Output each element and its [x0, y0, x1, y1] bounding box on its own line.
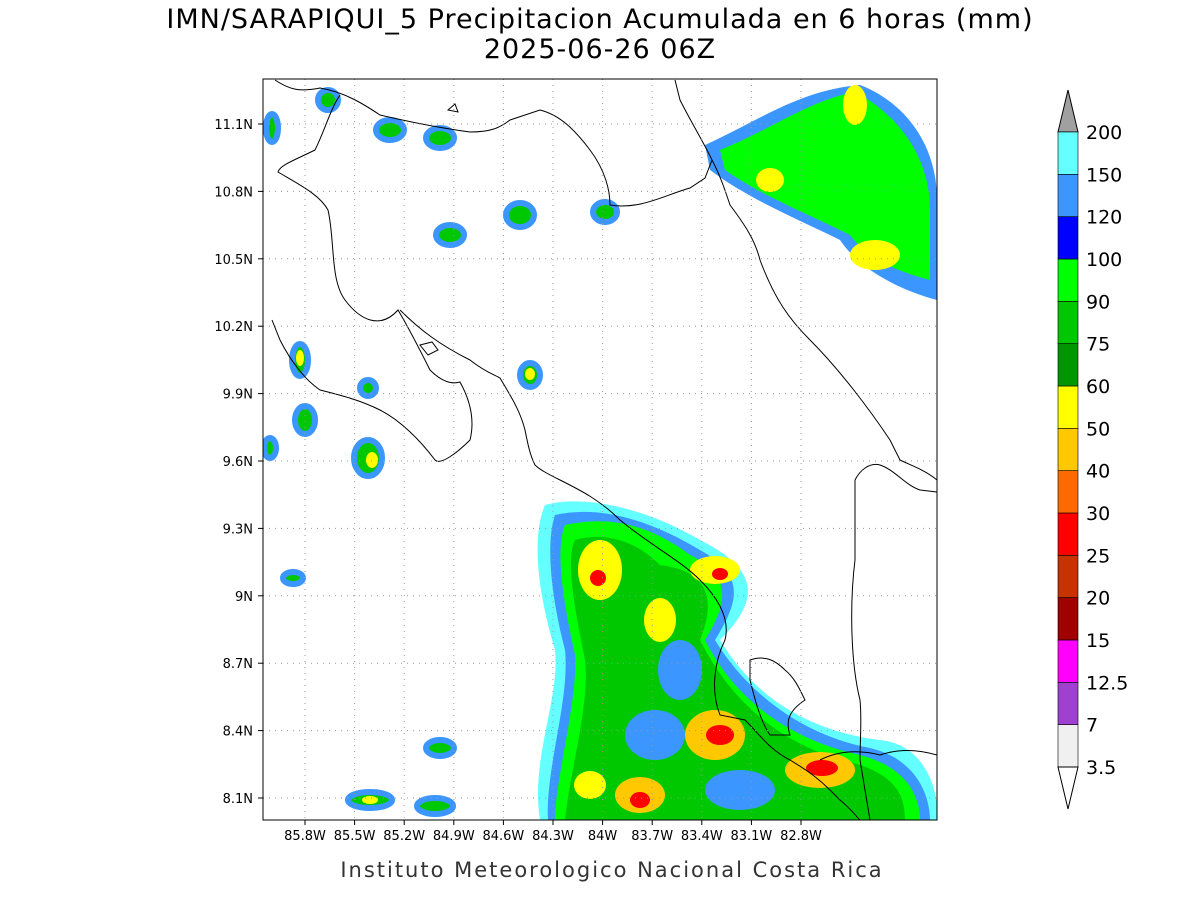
colorbar-box	[1057, 174, 1079, 217]
colorbar-label: 12.5	[1086, 672, 1128, 694]
lat-label: 9.9N	[223, 388, 253, 403]
lat-label: 11.1N	[214, 118, 253, 133]
colorbar-label: 20	[1086, 588, 1110, 610]
colorbar-label: 40	[1086, 461, 1110, 483]
colorbar-box	[1057, 216, 1079, 260]
colorbar-box	[1057, 301, 1079, 344]
lat-label: 8.7N	[223, 657, 253, 672]
colorbar-label: 7	[1086, 715, 1098, 737]
colorbar-label: 50	[1086, 418, 1110, 440]
graticule: 11.1N 10.8N 10.5N 10.2N 9.9N 9.6N 9.3N 9N 8.7N 8.…	[214, 79, 937, 844]
colorbar-box	[1057, 554, 1079, 598]
lon-label: 85.8W	[284, 829, 326, 844]
colorbar-box	[1057, 724, 1079, 768]
colorbar-over	[1057, 89, 1079, 133]
colorbar-box	[1057, 470, 1079, 514]
lat-label: 8.1N	[223, 792, 253, 807]
colorbar-box	[1057, 131, 1079, 175]
colorbar-box	[1057, 428, 1079, 471]
lon-label: 83.7W	[631, 829, 673, 844]
colorbar-label: 75	[1086, 334, 1110, 356]
colorbar-label: 30	[1086, 503, 1110, 525]
map-frame	[262, 78, 938, 821]
colorbar-label: 200	[1086, 122, 1122, 144]
lon-label: 82.8W	[780, 829, 822, 844]
lon-label: 85.2W	[383, 829, 425, 844]
lat-label: 8.4N	[223, 725, 253, 740]
lon-label: 84.9W	[433, 829, 475, 844]
lon-label: 83.4W	[681, 829, 723, 844]
title: IMN/SARAPIQUI_5 Precipitacion Acumulada …	[166, 4, 1033, 35]
lon-label: 85.5W	[334, 829, 376, 844]
colorbar-box	[1057, 385, 1079, 429]
lat-label: 10.8N	[214, 185, 253, 200]
lon-label: 84.3W	[532, 829, 574, 844]
lat-label: 10.2N	[214, 320, 253, 335]
colorbar-box	[1057, 512, 1079, 556]
colorbar-under	[1057, 766, 1079, 810]
lat-label: 9.6N	[223, 455, 253, 470]
colorbar-box	[1057, 343, 1079, 387]
colorbar-label: 120	[1086, 207, 1122, 229]
subtitle: 2025-06-26 06Z	[484, 34, 716, 65]
colorbar-label: 3.5	[1086, 757, 1116, 779]
lat-label: 10.5N	[214, 253, 253, 268]
colorbar-box	[1057, 597, 1079, 641]
colorbar-box	[1057, 681, 1079, 725]
colorbar: 200 150 120 100 90 75 60 50 40 30 25 20 15 12.5 7 3.5	[1057, 89, 1128, 810]
colorbar-box	[1057, 258, 1079, 302]
colorbar-label: 60	[1086, 376, 1110, 398]
colorbar-label: 150	[1086, 164, 1122, 186]
colorbar-box	[1057, 639, 1079, 683]
lon-label: 84W	[588, 829, 618, 844]
colorbar-label: 25	[1086, 545, 1110, 567]
colorbar-label: 15	[1086, 630, 1110, 652]
precip-field	[263, 79, 937, 820]
lon-label: 84.6W	[482, 829, 524, 844]
lon-label: 83.1W	[730, 829, 772, 844]
lat-label: 9N	[235, 590, 253, 605]
footer: Instituto Meteorologico Nacional Costa R…	[340, 858, 883, 882]
colorbar-label: 90	[1086, 291, 1110, 313]
lat-label: 9.3N	[223, 522, 253, 537]
colorbar-label: 100	[1086, 249, 1122, 271]
